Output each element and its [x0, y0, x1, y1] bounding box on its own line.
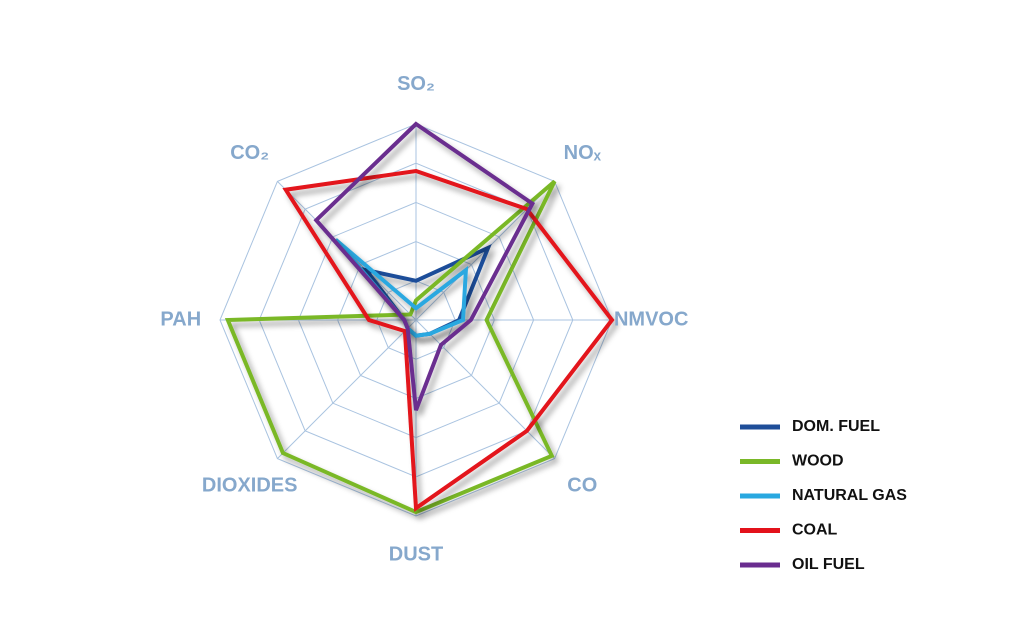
series-line	[313, 121, 536, 411]
axis-labels: SO₂ NOₓ NMVOC CO DUST DIOXIDES PAH CO₂	[160, 73, 688, 565]
legend: DOM. FUEL WOOD NATURAL GAS COAL OIL FUEL	[740, 418, 907, 573]
axis-label: NMVOC	[614, 308, 688, 330]
series-line	[282, 168, 615, 512]
spoke	[415, 319, 555, 459]
axis-label: PAH	[160, 308, 201, 330]
axis-label: DUST	[389, 543, 443, 565]
axis-label: CO	[567, 475, 597, 497]
series-lines	[224, 121, 615, 515]
legend-label: COAL	[792, 522, 838, 539]
spoke	[277, 319, 417, 459]
legend-label: DOM. FUEL	[792, 418, 880, 435]
legend-label: OIL FUEL	[792, 556, 865, 573]
legend-label: WOOD	[792, 453, 844, 470]
series-line	[224, 179, 557, 515]
axis-label: CO₂	[230, 142, 269, 164]
legend-label: NATURAL GAS	[792, 487, 907, 504]
axis-label: DIOXIDES	[202, 475, 298, 497]
axis-label: SO₂	[397, 73, 435, 95]
axis-label: NOₓ	[564, 142, 602, 164]
